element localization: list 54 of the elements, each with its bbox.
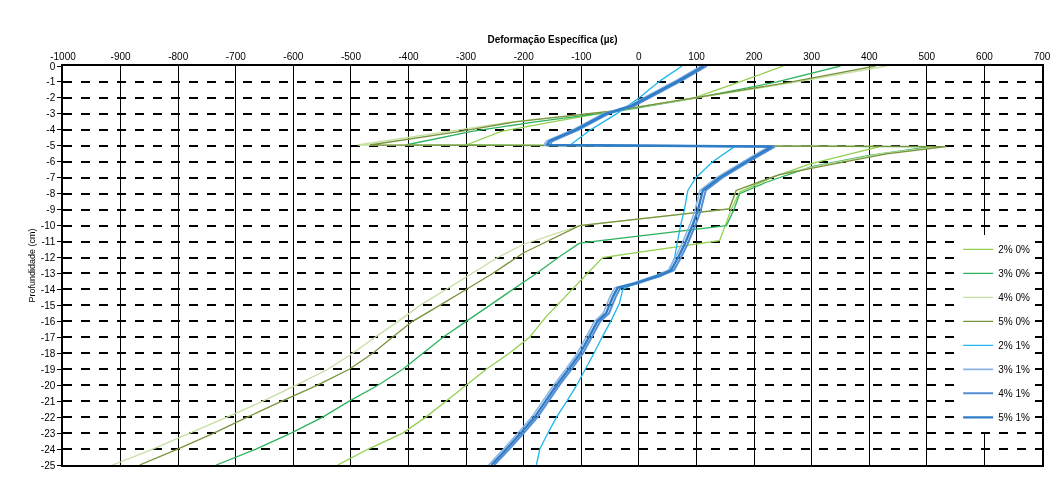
- y-tick-label: -14: [40, 283, 56, 295]
- legend-label: 4% 0%: [998, 292, 1030, 304]
- x-tick-label: 0: [636, 51, 643, 63]
- y-tick-label: -12: [40, 252, 56, 264]
- y-tick-label: -7: [46, 172, 56, 184]
- y-tick-label: -15: [40, 299, 56, 311]
- y-tick-label: -1: [46, 76, 56, 88]
- legend-label: 4% 1%: [998, 388, 1030, 400]
- y-axis-title: Profundidade (cm): [26, 228, 37, 303]
- x-tick-label: 100: [688, 51, 706, 63]
- legend-label: 3% 1%: [998, 364, 1030, 376]
- x-tick-label: -700: [225, 51, 247, 63]
- x-tick-label: -100: [571, 51, 592, 63]
- y-tick-label: -11: [41, 236, 56, 248]
- legend-label: 2% 0%: [998, 244, 1030, 256]
- legend-label: 2% 1%: [998, 340, 1030, 352]
- x-tick-label: -900: [110, 51, 132, 63]
- y-tick-label: 0: [49, 60, 56, 72]
- y-tick-label: -5: [46, 140, 56, 152]
- x-tick-label: -200: [513, 51, 535, 63]
- x-tick-label: 300: [803, 51, 821, 63]
- y-tick-label: -9: [46, 204, 56, 216]
- y-tick-label: -21: [40, 395, 56, 407]
- x-tick-label: -300: [456, 51, 477, 63]
- y-tick-label: -17: [40, 331, 56, 343]
- legend-label: 5% 0%: [998, 316, 1030, 328]
- y-tick-label: -22: [40, 411, 56, 423]
- x-tick-label: 500: [918, 51, 936, 63]
- x-tick-label: 200: [745, 51, 763, 63]
- x-tick-label: 700: [1033, 51, 1051, 63]
- y-tick-label: -16: [40, 315, 56, 327]
- y-tick-label: -20: [40, 379, 56, 391]
- x-tick-label: -500: [340, 51, 362, 63]
- y-tick-label: -8: [46, 188, 56, 200]
- y-tick-label: -23: [40, 427, 56, 439]
- y-tick-label: -10: [40, 220, 56, 232]
- y-tick-label: -24: [40, 443, 56, 455]
- x-tick-label: -600: [283, 51, 304, 63]
- x-tick-label: -400: [398, 51, 419, 63]
- y-tick-label: -13: [40, 267, 56, 279]
- y-tick-label: -3: [46, 108, 56, 120]
- y-tick-label: -19: [40, 363, 56, 375]
- legend-label: 3% 0%: [998, 268, 1030, 280]
- y-tick-label: -25: [40, 459, 56, 471]
- y-tick-label: -2: [46, 92, 56, 104]
- legend-label: 5% 1%: [998, 412, 1030, 424]
- x-tick-label: -800: [168, 51, 189, 63]
- x-axis-title: Deformação Específica (µε): [487, 33, 618, 45]
- y-tick-label: -18: [40, 347, 56, 359]
- x-tick-label: -1000: [50, 51, 77, 63]
- y-tick-label: -4: [46, 124, 56, 136]
- x-tick-label: 600: [976, 51, 994, 63]
- x-tick-label: 400: [860, 51, 879, 63]
- y-tick-label: -6: [46, 156, 56, 168]
